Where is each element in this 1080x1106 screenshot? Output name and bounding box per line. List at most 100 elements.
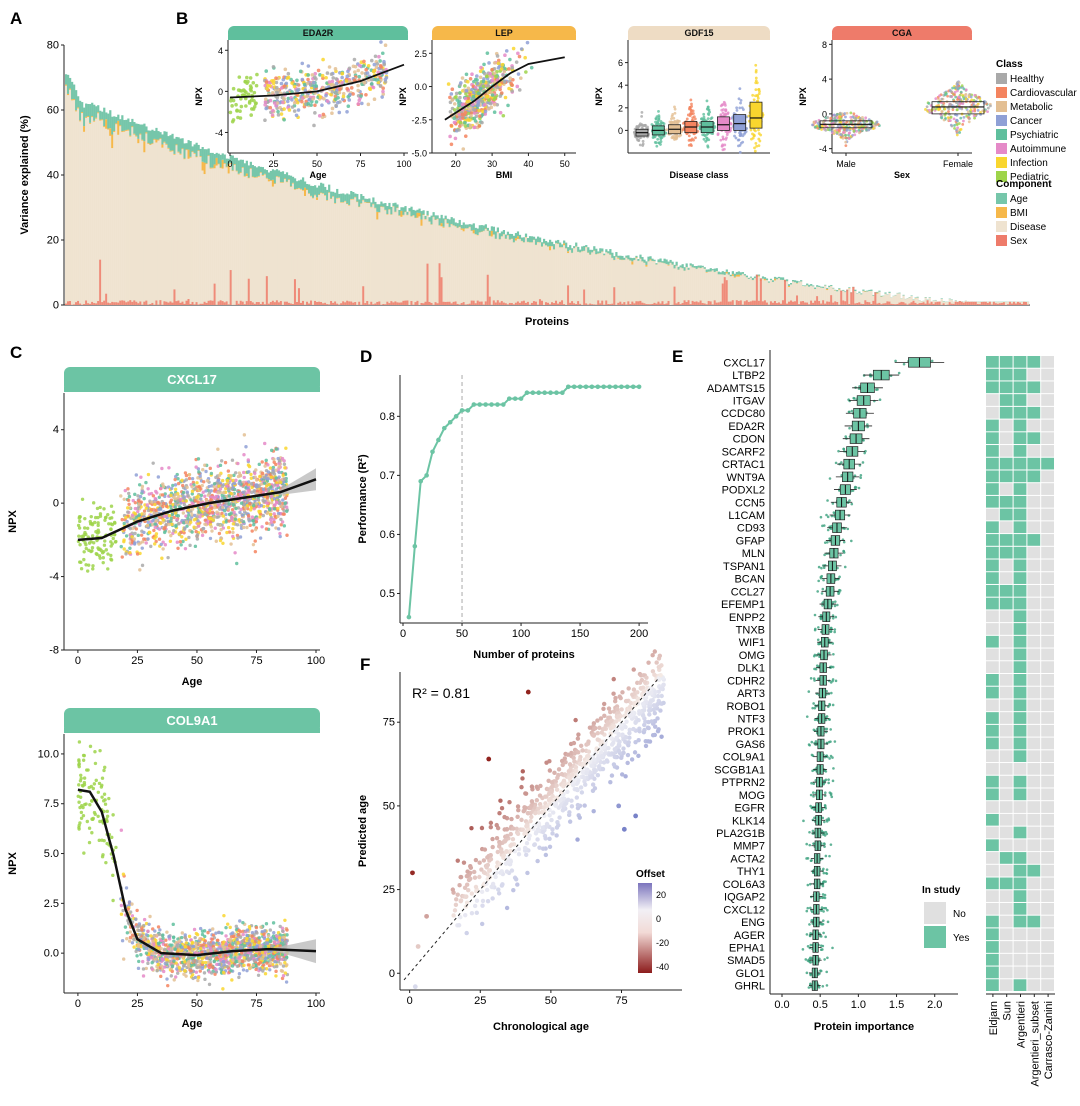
bar-sex: [862, 304, 865, 305]
bar-age: [820, 286, 823, 288]
bar-sex: [779, 303, 783, 305]
bar-sex: [643, 303, 646, 305]
bar-bmi: [826, 288, 829, 291]
data-point: [302, 82, 307, 87]
bar-disease: [394, 212, 397, 305]
bar-sex: [400, 302, 403, 305]
bar-sex: [508, 302, 512, 305]
bar-age: [115, 116, 118, 124]
bar-sex: [753, 300, 757, 305]
bar-sex: [285, 301, 289, 305]
bar-disease: [277, 177, 281, 305]
bar-sex: [794, 301, 797, 305]
data-point: [482, 71, 487, 76]
bar-bmi: [157, 139, 160, 141]
bar-disease: [127, 130, 130, 305]
bar-disease: [251, 177, 254, 305]
bar-age: [822, 286, 825, 288]
bar-age: [271, 169, 275, 180]
data-point: [452, 108, 457, 112]
y-axis-title: NPX: [594, 87, 604, 106]
legend-swatch-sex: [996, 235, 1007, 246]
bar-sex: [621, 303, 624, 305]
bar-age: [279, 171, 283, 183]
bar-sex: [213, 283, 216, 305]
trend-line: [444, 56, 565, 121]
bar-bmi: [372, 203, 375, 205]
bar-bmi: [378, 212, 381, 213]
bar-disease: [904, 299, 907, 305]
bar-bmi: [75, 110, 78, 112]
bar-sex: [295, 302, 299, 305]
x-tick-label: 75: [250, 655, 262, 667]
data-point: [144, 541, 148, 545]
data-point: [468, 76, 473, 81]
bar-disease: [147, 143, 150, 305]
bar-age: [567, 247, 570, 252]
data-point: [184, 478, 189, 482]
bar-disease: [978, 302, 981, 305]
bar-bmi: [125, 129, 128, 131]
data-point: [279, 517, 283, 522]
data-point: [755, 93, 759, 97]
bar-age: [446, 218, 449, 223]
bar-sex: [171, 302, 174, 305]
bar-age: [838, 288, 841, 290]
bar-sex: [540, 300, 544, 305]
bar-age: [739, 272, 743, 276]
bar-bmi: [384, 209, 387, 211]
bar-sex: [460, 303, 463, 305]
bar-disease: [559, 247, 562, 305]
data-point: [82, 550, 86, 554]
bar-sex: [878, 302, 881, 305]
facet-header-base: [228, 35, 408, 40]
data-point: [296, 108, 301, 112]
bar-bmi: [838, 289, 841, 290]
bar-sex: [663, 304, 666, 305]
data-point: [969, 108, 973, 112]
bar-sex: [936, 301, 939, 305]
bar-age: [215, 152, 218, 158]
bar-sex: [916, 304, 919, 305]
data-point: [133, 531, 137, 536]
data-point: [320, 115, 325, 120]
data-point: [754, 63, 758, 67]
bar-age: [727, 272, 730, 275]
data-point: [290, 81, 294, 85]
bar-sex: [922, 302, 925, 305]
bar-disease: [804, 286, 807, 305]
bar-bmi: [303, 187, 307, 196]
bar-bmi: [209, 167, 212, 169]
data-point: [875, 120, 879, 124]
data-point: [940, 116, 944, 120]
data-point: [337, 90, 342, 95]
bar-disease: [115, 124, 118, 305]
data-point: [472, 90, 476, 95]
bar-sex: [518, 302, 522, 305]
bar-bmi: [382, 206, 385, 208]
data-point: [690, 102, 693, 106]
data-point: [470, 72, 474, 77]
data-point: [321, 112, 326, 117]
bar-disease: [794, 282, 797, 305]
bar-age: [645, 261, 648, 265]
data-point: [656, 119, 660, 123]
data-point: [721, 111, 725, 115]
bar-age: [301, 177, 305, 190]
bar-disease: [773, 280, 777, 305]
bar-sex: [952, 303, 955, 305]
data-point: [278, 500, 282, 505]
x-axis-title: Proteins: [525, 316, 569, 328]
y-tick-label: 4: [822, 75, 827, 85]
bar-bmi: [356, 201, 359, 203]
bar-age: [344, 194, 347, 201]
bar-sex: [109, 303, 112, 305]
bar-disease: [565, 248, 568, 305]
bar-age: [406, 211, 409, 215]
data-point: [78, 519, 82, 524]
legend-label-class: Metabolic: [1010, 102, 1053, 113]
bar-disease: [892, 296, 895, 305]
data-point: [150, 500, 154, 504]
bar-disease: [685, 267, 688, 305]
bar-disease: [896, 293, 899, 305]
